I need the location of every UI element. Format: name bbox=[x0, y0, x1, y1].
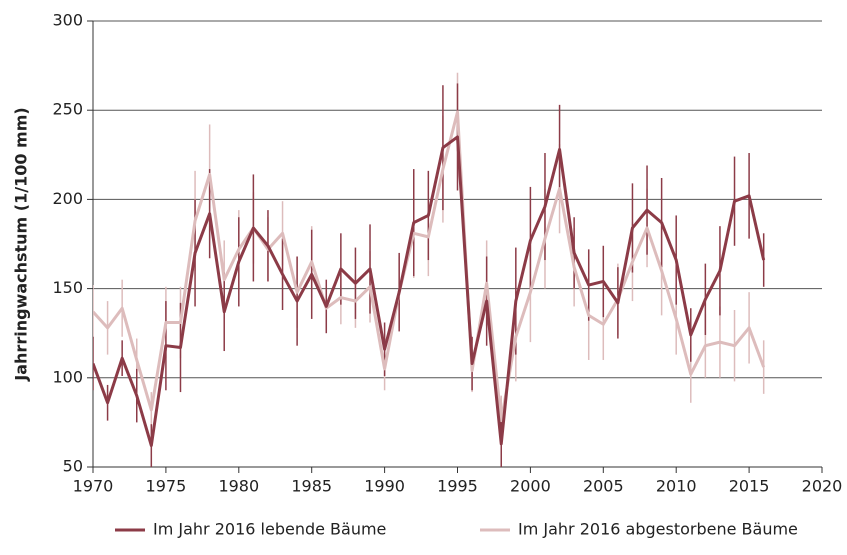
legend-label: Im Jahr 2016 lebende Bäume bbox=[153, 520, 386, 539]
y-tick-label: 250 bbox=[52, 100, 83, 119]
x-tick-label: 2000 bbox=[510, 477, 551, 496]
x-tick-label: 2020 bbox=[802, 477, 843, 496]
x-tick-label: 1985 bbox=[291, 477, 332, 496]
y-tick-label: 100 bbox=[52, 367, 83, 386]
x-tick-label: 1970 bbox=[73, 477, 114, 496]
legend-label: Im Jahr 2016 abgestorbene Bäume bbox=[518, 520, 798, 539]
series-line bbox=[93, 135, 766, 448]
x-tick-label: 1975 bbox=[146, 477, 187, 496]
plot-area bbox=[93, 72, 766, 467]
x-tick-label: 2005 bbox=[583, 477, 624, 496]
x-tick-label: 1990 bbox=[364, 477, 405, 496]
y-tick-label: 50 bbox=[63, 457, 83, 476]
x-tick-label: 1995 bbox=[437, 477, 478, 496]
y-tick-label: 300 bbox=[52, 11, 83, 30]
x-tick-label: 2015 bbox=[729, 477, 770, 496]
y-tick-label: 200 bbox=[52, 189, 83, 208]
x-tick-label: 1980 bbox=[218, 477, 259, 496]
y-axis-title: Jahrringwachstum (1/100 mm) bbox=[12, 107, 31, 381]
x-tick-label: 2010 bbox=[656, 477, 697, 496]
y-tick-label: 150 bbox=[52, 278, 83, 297]
series-line bbox=[93, 110, 766, 423]
